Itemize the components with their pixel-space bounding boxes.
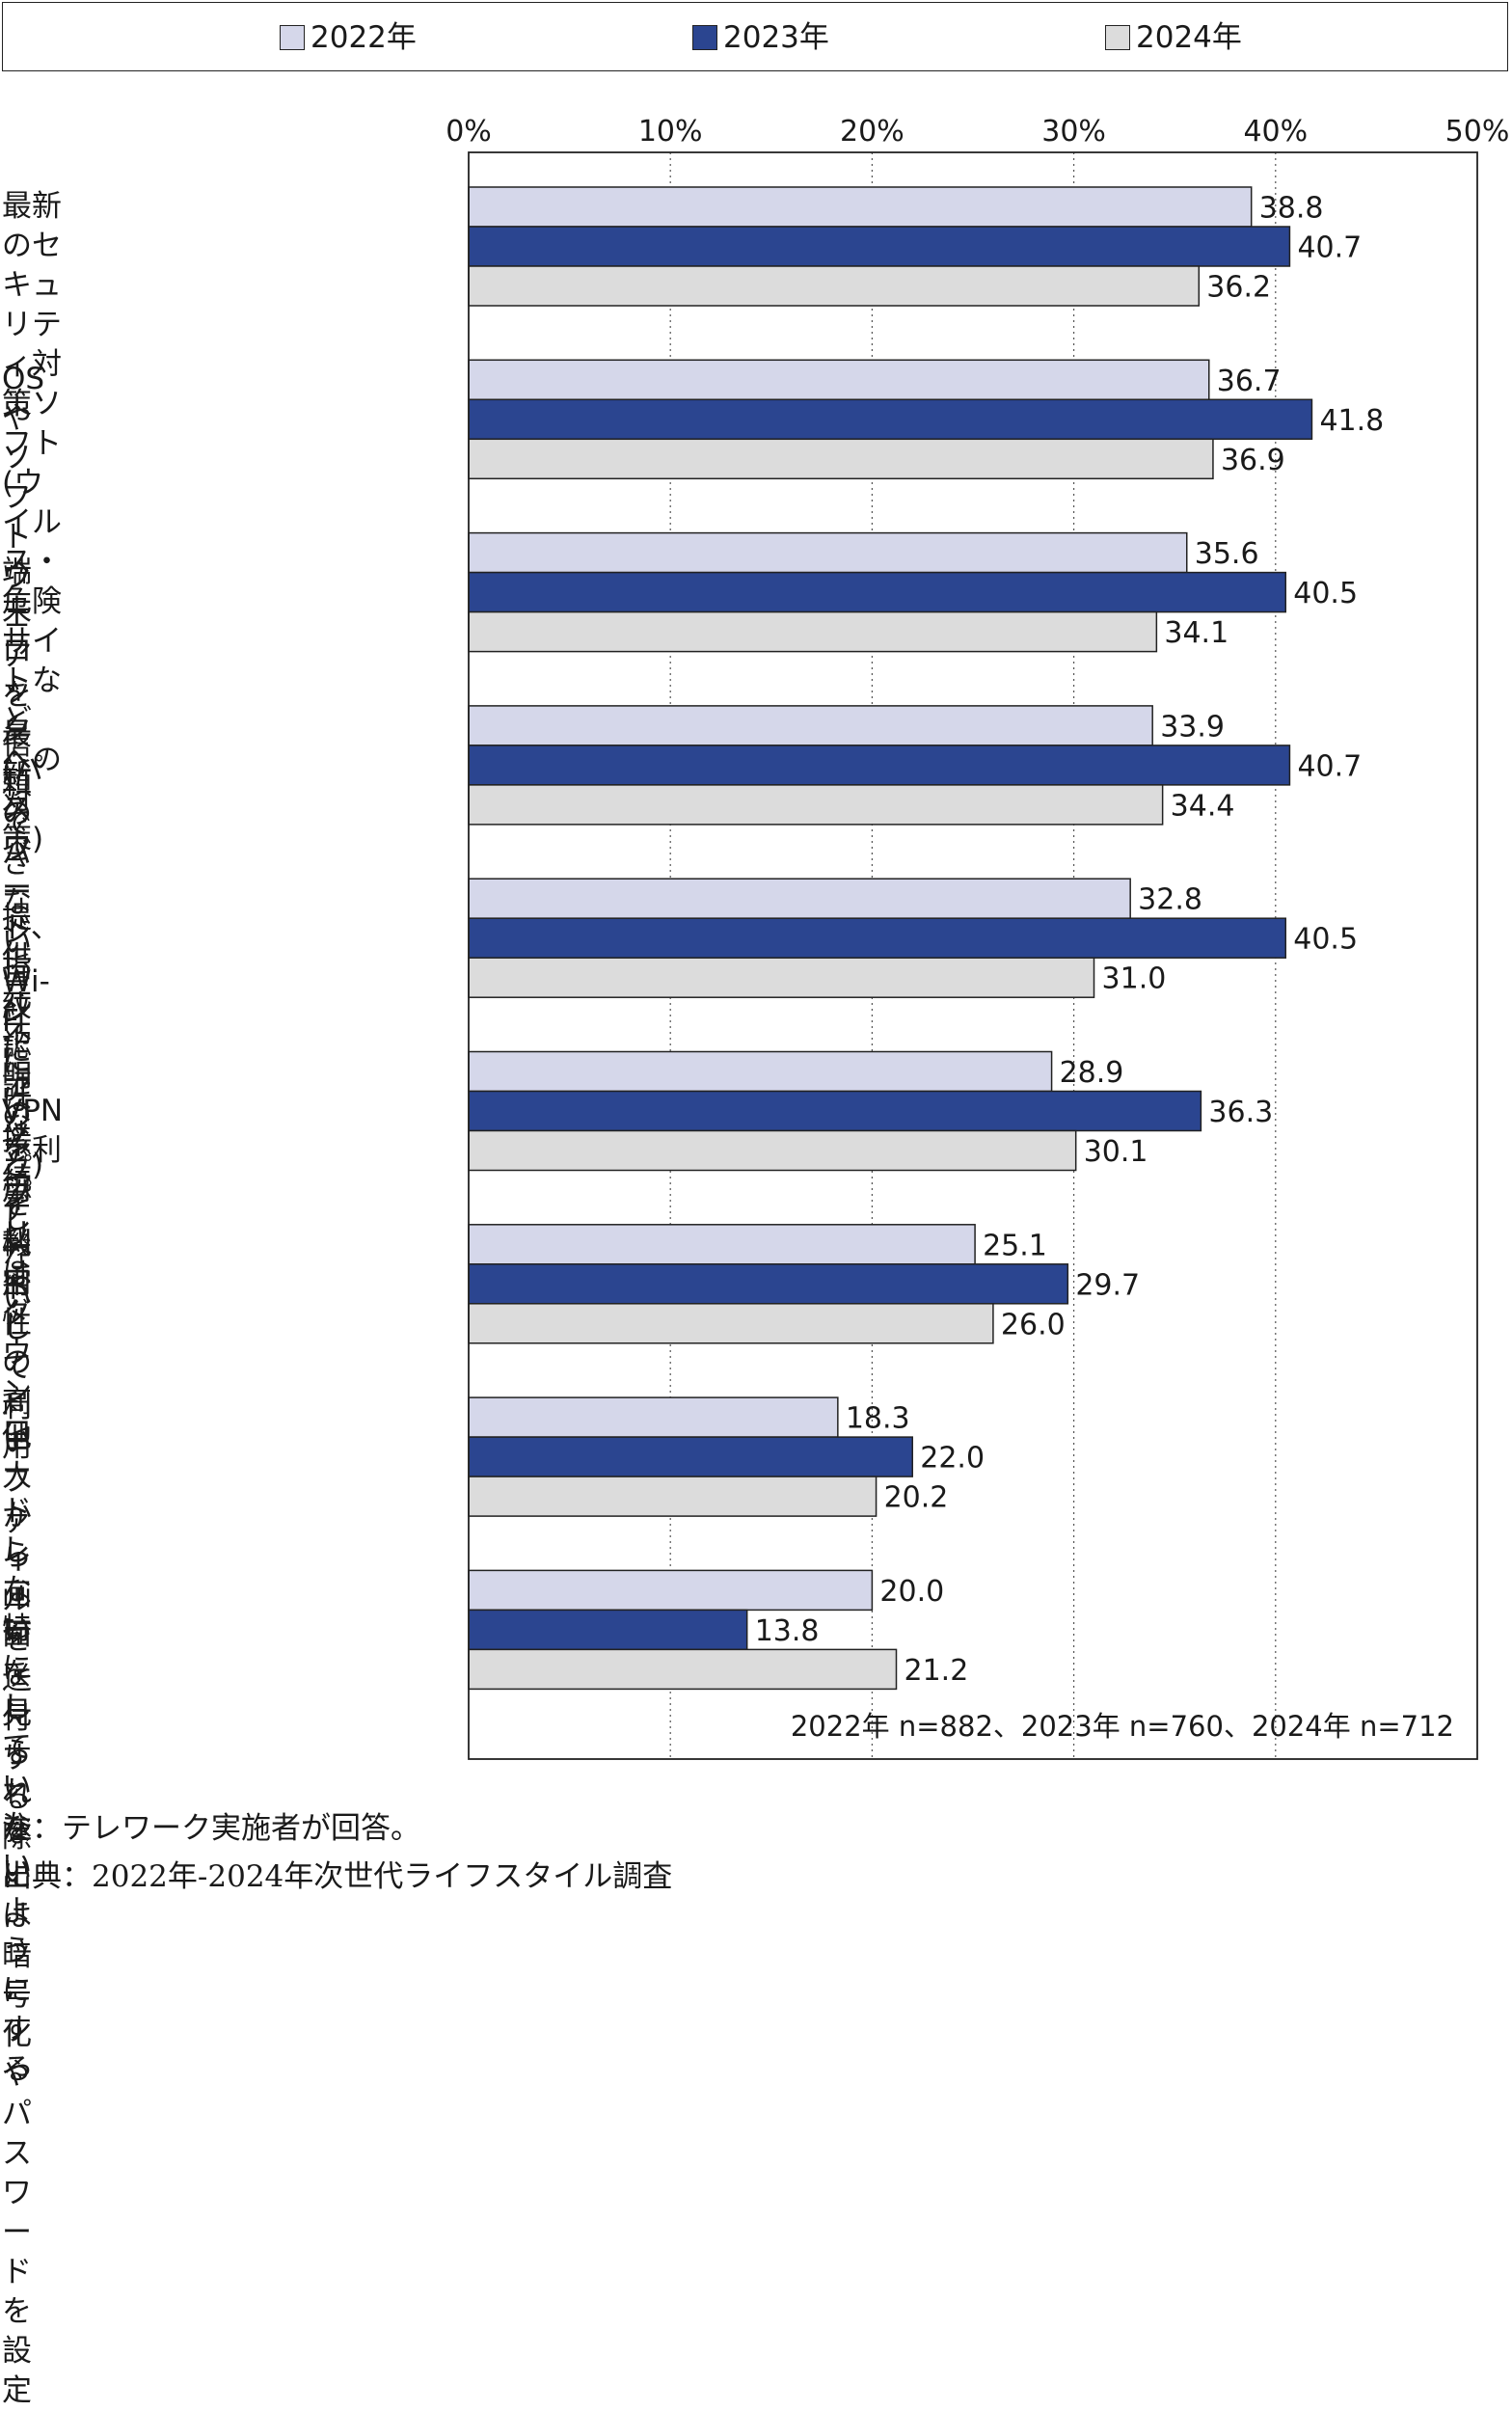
- legend-item-2022: 2022年: [280, 20, 417, 55]
- bar: [468, 1648, 898, 1691]
- bar-value-label: 38.8: [1259, 192, 1324, 226]
- bar-value-label: 36.2: [1206, 271, 1271, 305]
- bar-value-label: 25.1: [983, 1229, 1047, 1262]
- bar-value-label: 20.0: [879, 1575, 944, 1609]
- bar: [468, 705, 1153, 746]
- bar-value-label: 29.7: [1075, 1268, 1140, 1302]
- bar: [468, 1476, 878, 1517]
- bar-value-label: 30.1: [1084, 1135, 1148, 1169]
- bar: [468, 610, 1158, 653]
- bar-value-label: 36.7: [1217, 365, 1282, 398]
- category-label: 特にしていない: [2, 1612, 32, 1884]
- bar: [468, 186, 1253, 228]
- x-tick-label: 20%: [840, 115, 904, 149]
- x-tick-label: 50%: [1445, 115, 1510, 149]
- bar: [468, 1263, 1069, 1305]
- bar: [468, 1303, 994, 1344]
- category-label: 最新のセキュリティ対策ソフト (ウイルス・危険サイトなど への対策): [2, 189, 62, 856]
- bar-value-label: 26.0: [1001, 1308, 1066, 1341]
- x-tick-label: 40%: [1243, 115, 1308, 149]
- x-tick-label: 0%: [446, 115, 492, 149]
- bar-value-label: 33.9: [1160, 710, 1225, 744]
- bar: [468, 1396, 839, 1438]
- plot-frame: [468, 151, 1478, 1760]
- bar: [468, 1609, 748, 1651]
- bar-value-label: 35.6: [1195, 537, 1259, 571]
- bar: [468, 1090, 1202, 1132]
- bar-value-label: 21.2: [904, 1654, 969, 1688]
- bar-value-label: 40.5: [1293, 577, 1358, 610]
- bar-value-label: 36.9: [1221, 444, 1285, 477]
- category-label: VPNを利用: [2, 1093, 64, 1207]
- bar-value-label: 18.3: [846, 1402, 910, 1436]
- category-label: 提供元不明のアプリは ダウンロードしない: [2, 900, 32, 1647]
- bar: [468, 438, 1214, 480]
- bar-value-label: 40.7: [1297, 231, 1362, 265]
- legend-item-2024: 2024年: [1105, 20, 1242, 55]
- bar: [468, 1436, 913, 1477]
- bar: [468, 878, 1131, 919]
- sample-size-annotation: 2022年 n=882、2023年 n=760、2024年 n=712: [791, 1710, 1454, 1743]
- bar: [468, 1569, 874, 1612]
- bar: [468, 1224, 976, 1265]
- bar-value-label: 31.0: [1102, 962, 1167, 996]
- bar: [468, 784, 1164, 826]
- legend-item-2023: 2023年: [692, 20, 829, 55]
- legend: 2022年 2023年 2024年: [2, 2, 1508, 71]
- legend-swatch-2024: [1105, 25, 1130, 50]
- category-label: OSやソフトウェアを 最新のバージョンに アップデートして利用: [2, 362, 45, 1465]
- bar-value-label: 32.8: [1138, 883, 1202, 917]
- bar-value-label: 36.3: [1208, 1096, 1273, 1129]
- bar-value-label: 13.8: [755, 1614, 820, 1648]
- bar: [468, 1129, 1077, 1172]
- plot-area: 0% 10% 20% 30% 40% 50% 38.8 40.7 36.2 36.7 41.8 36.…: [446, 115, 1510, 1760]
- bar-value-label: 40.7: [1297, 749, 1362, 783]
- bar: [468, 957, 1095, 998]
- bar: [468, 745, 1291, 786]
- bar: [468, 917, 1287, 959]
- bar-value-label: 41.8: [1319, 404, 1384, 438]
- bar-value-label: 40.5: [1293, 923, 1358, 957]
- legend-label-2022: 2022年: [310, 20, 417, 55]
- x-tick-label: 10%: [638, 115, 703, 149]
- bar-value-label: 34.1: [1164, 616, 1228, 650]
- legend-label-2023: 2023年: [723, 20, 829, 55]
- category-label: 信頼できないWi-Fiには 接続しない: [2, 727, 50, 1316]
- legend-label-2024: 2024年: [1136, 20, 1242, 55]
- x-tick-label: 30%: [1041, 115, 1106, 149]
- bar: [468, 531, 1188, 574]
- bar: [468, 1050, 1053, 1093]
- bar: [468, 359, 1210, 401]
- bar-value-label: 34.4: [1171, 789, 1235, 823]
- bar-value-label: 22.0: [920, 1442, 985, 1476]
- bar: [468, 398, 1313, 441]
- source-text: 出典：2022年-2024年次世代ライフスタイル調査: [2, 1859, 673, 1894]
- note-text: 注：テレワーク実施者が回答。: [2, 1811, 420, 1846]
- category-label: 端末ロック(パスワード、 指紋認証など)を利用: [2, 555, 61, 1302]
- legend-swatch-2022: [280, 25, 305, 50]
- bar: [468, 226, 1291, 267]
- bar: [468, 265, 1201, 307]
- bar-value-label: 28.9: [1060, 1056, 1124, 1090]
- bar: [468, 571, 1287, 613]
- bar-value-label: 20.2: [884, 1481, 949, 1515]
- legend-swatch-2023: [692, 25, 717, 50]
